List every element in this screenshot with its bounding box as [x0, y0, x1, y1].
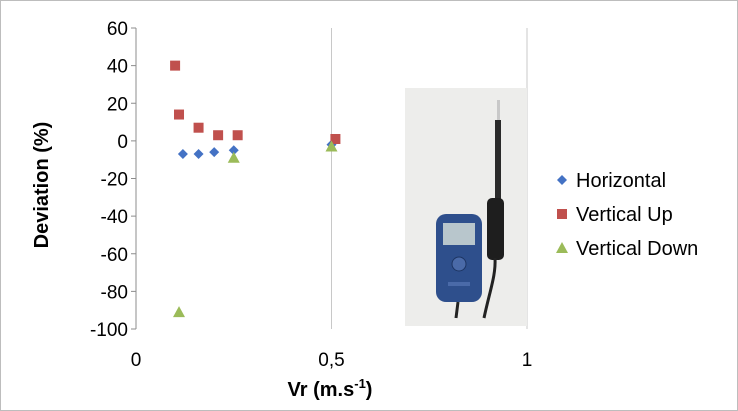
data-point-vertical-up: [213, 130, 224, 141]
legend-marker-vertical-up: [557, 209, 567, 219]
data-point-horizontal: [228, 145, 239, 156]
y-tick-label: -60: [101, 245, 128, 266]
x-axis-title: Vr (m.s-1): [288, 376, 373, 401]
legend-label-vertical-up: Vertical Up: [576, 204, 673, 226]
x-axis-title-main: Vr (m.s: [288, 379, 355, 401]
probe-handle: [487, 198, 504, 260]
data-points: [170, 60, 341, 318]
y-tick-label: 20: [107, 94, 128, 115]
data-point-horizontal: [209, 147, 220, 158]
y-tick-label: -40: [101, 207, 128, 228]
data-point-vertical-down: [173, 306, 186, 318]
meter-screen: [443, 223, 475, 245]
x-tick-labels: 0 0,5 1: [131, 350, 533, 371]
probe-shaft: [495, 120, 501, 208]
data-point-vertical-up: [193, 122, 204, 133]
data-point-vertical-down: [325, 140, 338, 152]
data-point-vertical-up: [174, 109, 185, 120]
probe-cable: [482, 257, 497, 319]
axis-layer: [131, 27, 137, 330]
y-tick-label: 60: [107, 19, 128, 40]
legend: Horizontal Vertical Up Vertical Down: [556, 170, 698, 260]
y-tick-labels: 60 40 20 0 -20 -40 -60 -80 -100: [90, 19, 128, 341]
data-point-vertical-up: [170, 60, 181, 71]
meter-button: [451, 256, 467, 272]
data-point-vertical-down: [227, 151, 240, 163]
data-point-horizontal: [177, 149, 188, 160]
x-axis-title-superscript: -1: [354, 376, 366, 391]
y-tick-label: 0: [117, 132, 128, 153]
probe-tip: [497, 100, 500, 122]
x-tick-label: 0,5: [318, 350, 344, 371]
data-point-horizontal: [193, 149, 204, 160]
anemometer-photo: [405, 88, 527, 326]
legend-label-vertical-down: Vertical Down: [576, 238, 698, 260]
y-tick-label: -80: [101, 282, 128, 303]
data-point-vertical-up: [232, 130, 243, 141]
x-axis-title-suffix: ): [366, 379, 373, 401]
legend-label-horizontal: Horizontal: [576, 170, 666, 192]
y-tick-label: -20: [101, 170, 128, 191]
x-tick-label: 1: [522, 350, 533, 371]
data-point-vertical-up: [330, 133, 341, 144]
y-tick-label: 40: [107, 57, 128, 78]
legend-marker-horizontal: [557, 175, 567, 185]
y-tick-label: -100: [90, 320, 128, 341]
x-tick-label: 0: [131, 350, 142, 371]
y-axis-title: Deviation (%): [31, 122, 53, 249]
meter-cable: [454, 301, 460, 319]
legend-marker-vertical-down: [556, 242, 568, 253]
meter-keypad: [448, 282, 470, 286]
